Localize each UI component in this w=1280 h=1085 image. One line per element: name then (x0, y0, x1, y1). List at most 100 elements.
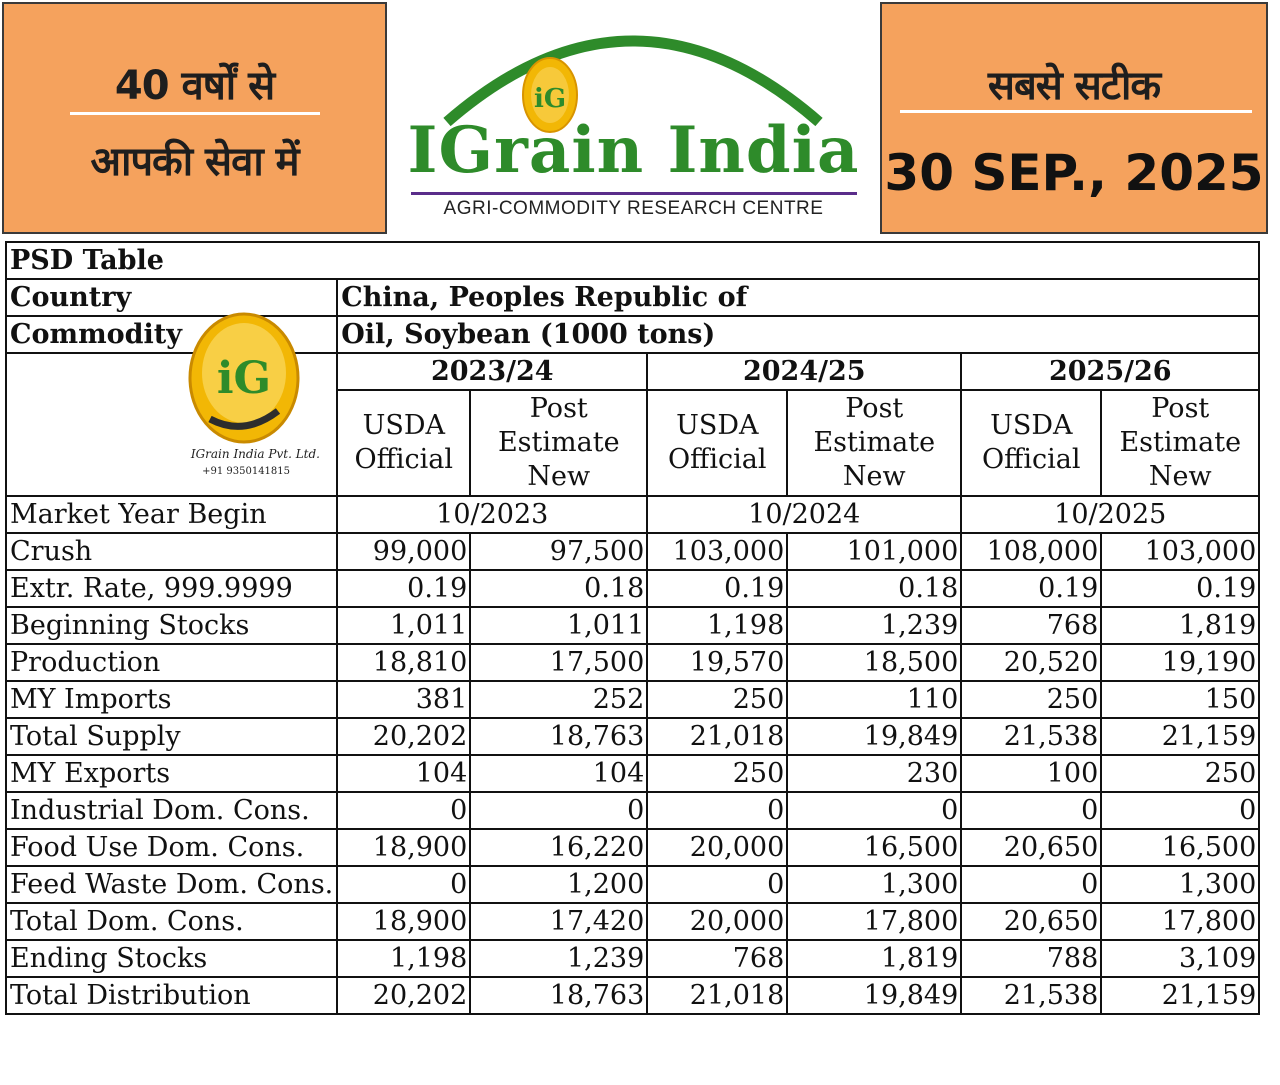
value-cell: 103,000 (646, 532, 789, 571)
country-label: Country (4, 278, 339, 317)
row-label: Feed Waste Dom. Cons. (4, 865, 339, 904)
table-row: Beginning Stocks 1,011 1,011 1,198 1,239 768 1… (4, 606, 1261, 645)
value-cell: 16,500 (786, 828, 963, 867)
value-cell: 0 (646, 865, 789, 904)
value-cell: 0.19 (960, 569, 1103, 608)
table-row: Total Supply 20,202 18,763 21,018 19,849 21,5… (4, 717, 1261, 756)
value-cell: 101,000 (786, 532, 963, 571)
row-label: Ending Stocks (4, 939, 339, 978)
value-cell: 230 (786, 754, 963, 793)
value-cell: 1,200 (469, 865, 649, 904)
value-cell: 0.19 (1100, 569, 1261, 608)
year-header: 2023/24 (336, 352, 649, 391)
brand-subtitle: AGRI-COMMODITY RESEARCH CENTRE (443, 198, 824, 219)
value-cell: 0 (960, 791, 1103, 830)
value-cell: 21,538 (960, 976, 1103, 1015)
value-cell: 21,159 (1100, 717, 1261, 756)
table-title: PSD Table (4, 241, 1261, 280)
value-cell: 252 (469, 680, 649, 719)
value-cell: 18,900 (336, 902, 472, 941)
value-cell: 768 (646, 939, 789, 978)
column-header-usda: USDA Official (960, 389, 1103, 497)
svg-text:iG: iG (217, 353, 271, 404)
value-cell: 0.19 (336, 569, 472, 608)
tagline-divider (70, 112, 320, 115)
row-label: Beginning Stocks (4, 606, 339, 645)
value-cell: 0 (646, 791, 789, 830)
value-cell: 1,011 (469, 606, 649, 645)
value-cell: 1,198 (336, 939, 472, 978)
value-cell: 17,500 (469, 643, 649, 682)
value-cell: 20,202 (336, 717, 472, 756)
value-cell: 18,763 (469, 717, 649, 756)
column-header-post: Post Estimate New (786, 389, 963, 497)
value-cell: 788 (960, 939, 1103, 978)
value-cell: 20,520 (960, 643, 1103, 682)
value-cell: 381 (336, 680, 472, 719)
value-cell: 104 (336, 754, 472, 793)
row-label: Food Use Dom. Cons. (4, 828, 339, 867)
value-cell: 17,420 (469, 902, 649, 941)
value-cell: 19,849 (786, 717, 963, 756)
brand-title: IGrain India (407, 113, 860, 188)
value-cell: 3,109 (1100, 939, 1261, 978)
row-label: Extr. Rate, 999.9999 (4, 569, 339, 608)
table-row: Extr. Rate, 999.9999 0.19 0.18 0.19 0.18 0.19… (4, 569, 1261, 608)
table-row: Total Dom. Cons. 18,900 17,420 20,000 17,800… (4, 902, 1261, 941)
value-cell: 104 (469, 754, 649, 793)
value-cell: 250 (1100, 754, 1261, 793)
row-label: Production (4, 643, 339, 682)
value-cell: 1,239 (469, 939, 649, 978)
value-cell: 0 (469, 791, 649, 830)
value-cell: 250 (960, 680, 1103, 719)
value-cell: 1,011 (336, 606, 472, 645)
market-year-begin-cell: 10/2025 (960, 495, 1261, 534)
value-cell: 110 (786, 680, 963, 719)
table-row: MY Imports 381 252 250 110 250 150 (4, 680, 1261, 719)
value-cell: 108,000 (960, 532, 1103, 571)
value-cell: 0 (336, 865, 472, 904)
value-cell: 16,220 (469, 828, 649, 867)
table-row: Food Use Dom. Cons. 18,900 16,220 20,000 16,… (4, 828, 1261, 867)
year-header: 2025/26 (960, 352, 1261, 391)
value-cell: 1,819 (786, 939, 963, 978)
table-row: Market Year Begin 10/2023 10/2024 10/2025 (4, 495, 1261, 534)
value-cell: 16,500 (1100, 828, 1261, 867)
value-cell: 18,500 (786, 643, 963, 682)
value-cell: 768 (960, 606, 1103, 645)
value-cell: 250 (646, 680, 789, 719)
row-label: Market Year Begin (4, 495, 339, 534)
row-label: Total Dom. Cons. (4, 902, 339, 941)
value-cell: 1,300 (786, 865, 963, 904)
header-banner: 40 वर्षों से आपकी सेवा में iG IGrain Ind… (0, 0, 1280, 237)
tagline-line-1: 40 वर्षों से (114, 63, 275, 109)
row-label: MY Imports (4, 680, 339, 719)
value-cell: 0.18 (786, 569, 963, 608)
row-label: Crush (4, 532, 339, 571)
report-date: 30 SEP., 2025 (884, 144, 1264, 202)
value-cell: 20,000 (646, 902, 789, 941)
brand-underline (411, 192, 857, 195)
tagline-line-2: आपकी सेवा में (90, 139, 299, 185)
value-cell: 18,900 (336, 828, 472, 867)
row-label: MY Exports (4, 754, 339, 793)
table-row: Feed Waste Dom. Cons. 0 1,200 0 1,300 0 1,300 (4, 865, 1261, 904)
table-row: Ending Stocks 1,198 1,239 768 1,819 788 3,109 (4, 939, 1261, 978)
value-cell: 0 (1100, 791, 1261, 830)
value-cell: 250 (646, 754, 789, 793)
column-header-post: Post Estimate New (469, 389, 649, 497)
psd-table: PSD Table Country China, Peoples Republi… (4, 241, 1261, 1015)
value-cell: 20,650 (960, 828, 1103, 867)
row-label: Total Supply (4, 717, 339, 756)
column-header-usda: USDA Official (646, 389, 789, 497)
value-cell: 1,239 (786, 606, 963, 645)
value-cell: 1,198 (646, 606, 789, 645)
value-cell: 19,849 (786, 976, 963, 1015)
country-value: China, Peoples Republic of (336, 278, 1261, 317)
date-divider (900, 110, 1252, 113)
value-cell: 100 (960, 754, 1103, 793)
accuracy-tagline: सबसे सटीक (987, 63, 1161, 109)
value-cell: 0 (960, 865, 1103, 904)
value-cell: 1,300 (1100, 865, 1261, 904)
value-cell: 0.18 (469, 569, 649, 608)
